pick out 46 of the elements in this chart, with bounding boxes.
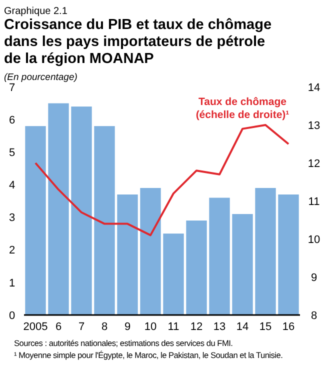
x-tick-label: 9	[124, 321, 131, 333]
x-tick-label: 6	[55, 321, 62, 333]
y-tick-label: 3	[8, 212, 16, 224]
text: Graphique 2.1	[4, 6, 68, 17]
y-tick-label: 2	[8, 244, 16, 257]
y-tick-label: 5	[8, 146, 16, 159]
y2-tick-label: 13	[308, 120, 320, 132]
y2-tick-label: 14	[308, 82, 320, 94]
y2-tick-label: 8	[310, 310, 318, 322]
series-label: Taux de chômage (échelle de droite)¹	[196, 96, 290, 121]
bar	[232, 214, 253, 315]
y2-tick-label: 10	[308, 234, 320, 246]
bar	[140, 188, 161, 315]
x-tick-label: 12	[190, 321, 203, 333]
bar	[25, 126, 46, 315]
bar	[255, 188, 276, 315]
y-tick-label: 7	[8, 82, 16, 94]
text: ¹ Moyenne simple pour l'Égypte, le Maroc, le Pakistan, le Soudan et la Tunisie.	[14, 350, 283, 360]
x-tick-label: 11	[168, 321, 180, 333]
x-tick-label: 8	[101, 321, 108, 333]
bar	[71, 106, 92, 315]
x-tick-label: 15	[259, 321, 272, 333]
y2-tick-label: 11	[308, 196, 320, 208]
bar	[163, 234, 184, 315]
y2-tick-label: 9	[310, 272, 318, 284]
source-note: Sources : autorités nationales; estimations des services du FMI.	[14, 338, 233, 348]
bar	[48, 103, 69, 315]
y-tick-label: 1	[8, 277, 16, 290]
x-tick-label: 10	[144, 321, 157, 333]
line-series	[34, 124, 290, 236]
y2-tick-label: 12	[308, 158, 320, 170]
y-tick-label: 6	[8, 114, 16, 126]
x-tick-label: 13	[213, 321, 226, 333]
x-tick-label: 7	[78, 321, 85, 333]
bar	[117, 194, 138, 315]
x-tick-label: 16	[282, 321, 295, 333]
x-tick-label: 2005	[23, 321, 48, 333]
bar	[209, 198, 230, 315]
chart-subtitle: (En pourcentage)	[4, 72, 78, 83]
bar	[186, 220, 207, 315]
x-tick-label: 14	[236, 321, 249, 333]
y-tick-label: 0	[8, 310, 16, 322]
chart-title: Croissance du PIB et taux de chômage dans les pays importateurs de pétrole de la région MOANAP	[4, 17, 272, 67]
y-tick-label: 4	[8, 180, 16, 192]
bar	[94, 126, 115, 315]
bar	[278, 194, 299, 315]
